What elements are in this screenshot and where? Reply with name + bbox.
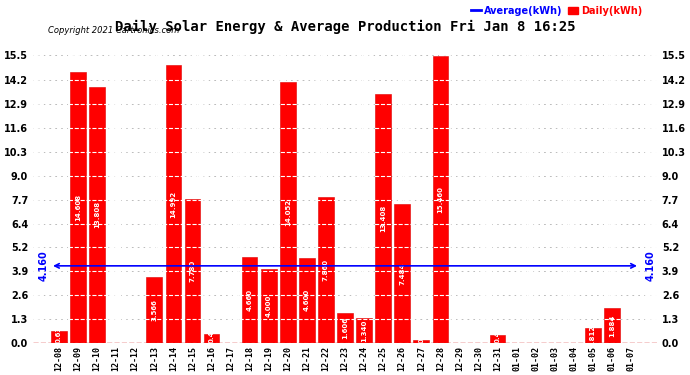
Bar	[185, 199, 200, 343]
Text: 14.052: 14.052	[285, 199, 290, 226]
Bar	[70, 72, 86, 343]
Text: 1.606: 1.606	[342, 317, 348, 339]
Title: Daily Solar Energy & Average Production Fri Jan 8 16:25: Daily Solar Energy & Average Production …	[115, 20, 575, 34]
Text: 7.484: 7.484	[400, 262, 405, 285]
Bar	[299, 258, 315, 343]
Text: 0.000: 0.000	[228, 320, 234, 343]
Text: 0.000: 0.000	[113, 320, 119, 343]
Text: 13.408: 13.408	[380, 205, 386, 232]
Bar	[89, 87, 105, 343]
Text: 4.600: 4.600	[304, 289, 310, 312]
Bar	[146, 277, 162, 343]
Bar	[604, 308, 620, 343]
Bar	[204, 334, 219, 343]
Bar	[433, 56, 448, 343]
Text: 1.884: 1.884	[609, 314, 615, 337]
Text: 4.660: 4.660	[246, 289, 253, 311]
Text: 0.000: 0.000	[456, 320, 462, 343]
Text: 1.340: 1.340	[361, 320, 367, 342]
Text: 0.176: 0.176	[418, 321, 424, 343]
Text: 0.000: 0.000	[571, 320, 577, 343]
Text: 0.000: 0.000	[552, 320, 558, 343]
Bar	[413, 340, 429, 343]
Text: 0.000: 0.000	[132, 320, 138, 343]
Text: 4.000: 4.000	[266, 295, 272, 317]
Bar	[585, 328, 601, 343]
Text: 0.812: 0.812	[590, 324, 596, 346]
Text: 13.808: 13.808	[94, 201, 100, 228]
Text: 0.480: 0.480	[208, 320, 215, 343]
Bar	[318, 197, 334, 343]
Bar	[261, 269, 277, 343]
Text: 14.992: 14.992	[170, 190, 177, 217]
Legend: Average(kWh), Daily(kWh): Average(kWh), Daily(kWh)	[467, 2, 646, 20]
Text: 14.608: 14.608	[75, 194, 81, 221]
Bar	[166, 65, 181, 343]
Bar	[395, 204, 410, 343]
Bar	[356, 318, 372, 343]
Text: 15.460: 15.460	[437, 186, 444, 213]
Text: 0.000: 0.000	[533, 320, 539, 343]
Bar	[51, 332, 67, 343]
Text: 4.160: 4.160	[39, 251, 48, 281]
Text: 0.000: 0.000	[628, 320, 634, 343]
Text: 7.860: 7.860	[323, 259, 329, 281]
Bar	[280, 82, 295, 343]
Text: 0.632: 0.632	[56, 321, 62, 343]
Bar	[241, 256, 257, 343]
Text: Copyright 2021 Cartronics.com: Copyright 2021 Cartronics.com	[48, 26, 179, 35]
Text: 0.432: 0.432	[495, 320, 500, 343]
Bar	[490, 335, 505, 343]
Bar	[375, 94, 391, 343]
Text: 0.000: 0.000	[475, 320, 482, 343]
Text: 3.566: 3.566	[151, 299, 157, 321]
Text: 4.160: 4.160	[645, 251, 656, 281]
Text: 0.000: 0.000	[513, 320, 520, 343]
Bar	[337, 313, 353, 343]
Text: 7.780: 7.780	[190, 260, 195, 282]
